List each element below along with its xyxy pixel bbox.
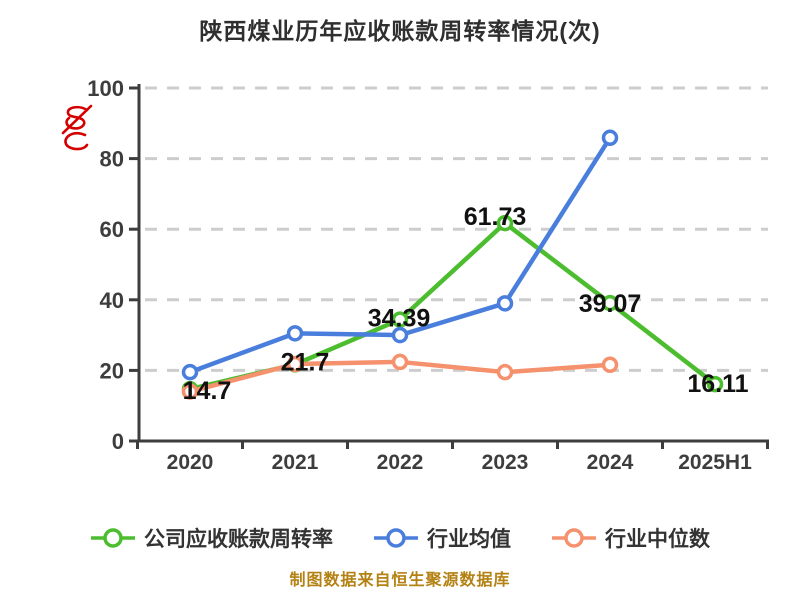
- x-axis-label: 2025H1: [678, 451, 752, 474]
- data-point: [601, 294, 619, 312]
- data-point-label: 21.7: [281, 348, 330, 376]
- data-point: [391, 353, 409, 371]
- x-axis-label: 2022: [377, 451, 424, 474]
- data-point: [496, 295, 514, 312]
- data-point: [496, 363, 514, 381]
- x-axis-label: 2021: [272, 451, 319, 474]
- data-source-caption: 制图数据来自恒生聚源数据库: [289, 572, 511, 589]
- legend-label: 行业均值: [427, 528, 511, 551]
- x-axis-label: 2020: [167, 451, 214, 474]
- data-point: [391, 326, 409, 344]
- data-point-label: 39.07: [579, 290, 642, 318]
- data-point-label: 34.39: [368, 305, 431, 333]
- data-point: [286, 355, 304, 373]
- chart-legend: 公司应收账款周转率 行业均值 行业中位数: [0, 519, 800, 557]
- legend-label: 公司应收账款周转率: [144, 528, 333, 551]
- data-point: [601, 356, 619, 374]
- legend-item-2[interactable]: 行业中位数: [551, 523, 710, 553]
- legend-marker-icon: [91, 528, 135, 548]
- legend-item-0[interactable]: 公司应收账款周转率: [90, 523, 333, 553]
- y-axis-tick-label: 0: [112, 429, 124, 454]
- data-point: [496, 214, 514, 232]
- data-point-label: 16.11: [687, 370, 748, 398]
- data-point-label: 14.7: [183, 377, 232, 405]
- data-point: [601, 129, 619, 147]
- legend-marker-icon: [374, 528, 418, 548]
- y-axis-tick-label: 60: [100, 217, 124, 242]
- y-axis-tick-label: 80: [100, 147, 124, 172]
- data-point-label: 61.73: [464, 203, 527, 231]
- y-axis-tick-label: 40: [100, 288, 124, 313]
- data-point: [286, 325, 304, 342]
- chart-title: 陕西煤业历年应收账款周转率情况(次): [199, 18, 601, 44]
- red-scribble-watermark-icon: [61, 104, 93, 151]
- data-point: [706, 375, 724, 393]
- data-point: [181, 363, 199, 381]
- y-axis-tick-label: 20: [100, 358, 124, 383]
- x-axis-label: 2023: [482, 451, 529, 474]
- legend-item-1[interactable]: 行业均值: [373, 523, 511, 553]
- legend-marker-icon: [552, 528, 596, 548]
- y-axis-tick-label: 100: [87, 76, 124, 101]
- data-point: [181, 383, 199, 400]
- x-axis-label: 2024: [587, 451, 634, 474]
- legend-label: 行业中位数: [605, 528, 710, 551]
- data-point: [391, 311, 409, 328]
